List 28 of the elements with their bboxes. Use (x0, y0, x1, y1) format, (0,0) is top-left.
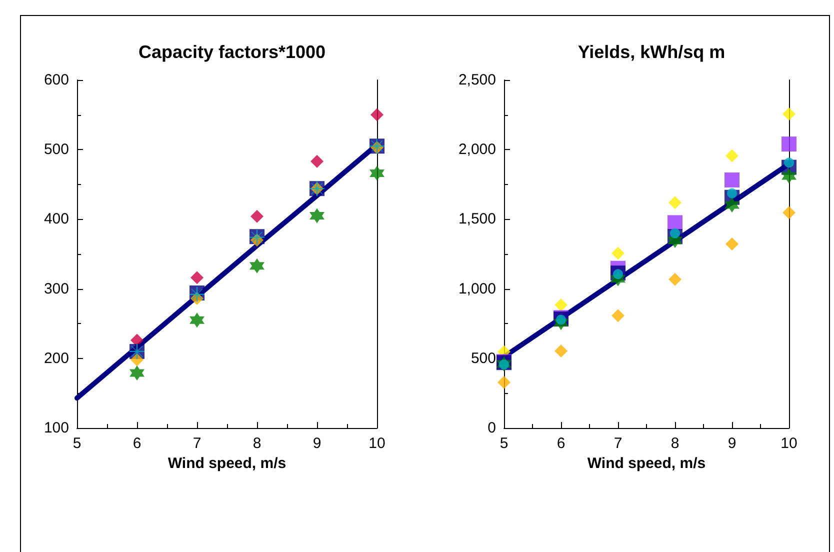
x-axis-title: Wind speed, m/s (168, 455, 286, 472)
y-tick-label: 500 (470, 350, 496, 367)
y-tick-label: 500 (44, 141, 69, 158)
chart-title: Capacity factors*1000 (138, 42, 326, 62)
x-tick-label: 9 (728, 435, 736, 452)
x-tick-label: 6 (132, 435, 142, 452)
x-tick-label: 9 (312, 435, 322, 452)
x-tick-label: 10 (780, 435, 798, 452)
x-tick-label: 7 (614, 435, 622, 452)
chart-title: Yields, kWh/sq m (578, 42, 726, 62)
y-tick-label: 600 (44, 72, 69, 88)
y-tick-label: 400 (44, 210, 69, 228)
y-tick-label: 1,500 (458, 210, 496, 228)
x-tick-label: 8 (252, 435, 262, 452)
x-axis-title: Wind speed, m/s (587, 455, 706, 472)
y-tick-label: 2,000 (458, 141, 496, 158)
x-tick-label: 7 (192, 435, 202, 452)
x-tick-label: 5 (500, 435, 508, 452)
y-tick-label: 300 (44, 280, 69, 298)
y-tick-label: 200 (44, 350, 69, 367)
y-tick-label: 2,500 (458, 72, 496, 88)
x-tick-label: 10 (368, 435, 386, 452)
x-tick-label: 6 (556, 435, 566, 452)
y-tick-label: 100 (44, 420, 69, 436)
x-tick-label: 5 (72, 435, 82, 452)
y-tick-label: 0 (488, 420, 496, 436)
y-tick-label: 1,000 (458, 280, 496, 298)
x-tick-label: 8 (670, 435, 680, 452)
